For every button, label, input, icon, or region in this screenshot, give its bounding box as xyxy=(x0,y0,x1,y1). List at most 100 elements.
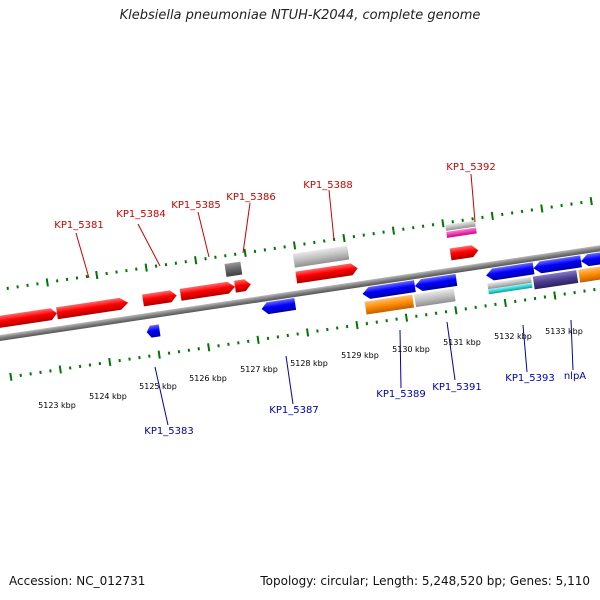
minor-tick xyxy=(464,307,468,311)
gene-label-forward[interactable]: KP1_5392 xyxy=(446,162,495,173)
minor-tick xyxy=(204,257,207,261)
rna-block-orange[interactable] xyxy=(364,294,415,315)
minor-tick xyxy=(154,264,158,268)
minor-tick xyxy=(98,361,102,366)
minor-tick xyxy=(570,202,573,206)
minor-tick xyxy=(336,326,339,330)
minor-tick xyxy=(138,355,141,360)
minor-tick xyxy=(105,271,108,276)
minor-tick xyxy=(227,342,230,346)
minor-tick xyxy=(68,366,72,370)
major-tick xyxy=(108,357,112,367)
minor-tick xyxy=(237,341,240,345)
minor-tick xyxy=(36,282,39,286)
minor-tick xyxy=(85,274,89,279)
gene-label-forward[interactable]: KP1_5386 xyxy=(226,192,275,203)
gene-arrow-forward[interactable] xyxy=(234,278,252,293)
minor-tick xyxy=(523,298,527,302)
gene-arrow-reverse[interactable] xyxy=(533,255,582,274)
minor-tick xyxy=(125,268,128,273)
minor-tick xyxy=(88,363,92,367)
gene-arrow-reverse[interactable] xyxy=(580,247,600,267)
minor-tick xyxy=(481,215,484,219)
gene-arrow-forward[interactable] xyxy=(56,297,129,320)
gene-label-reverse[interactable]: KP1_5387 xyxy=(269,405,318,416)
minor-tick xyxy=(323,239,326,243)
gene-arrow-forward[interactable] xyxy=(179,281,236,301)
scale-label: 5131 kbp xyxy=(443,338,481,347)
gene-arrow-reverse[interactable] xyxy=(485,262,535,281)
gene-arrow-forward[interactable] xyxy=(449,244,479,261)
minor-tick xyxy=(375,320,379,324)
gene-block-teal[interactable] xyxy=(488,282,533,295)
minor-tick xyxy=(75,276,79,280)
major-tick xyxy=(553,291,557,300)
minor-tick xyxy=(296,332,299,336)
minor-tick xyxy=(167,351,171,355)
minor-tick xyxy=(253,249,257,253)
gene-label-reverse[interactable]: KP1_5389 xyxy=(376,389,425,400)
scale-label: 5133 kbp xyxy=(545,327,583,336)
minor-tick xyxy=(286,333,289,338)
gene-arrow-reverse[interactable] xyxy=(261,298,297,315)
minor-tick xyxy=(434,311,438,315)
scale-label: 5123 kbp xyxy=(38,401,76,410)
minor-tick xyxy=(224,254,227,258)
minor-tick xyxy=(16,285,19,289)
pseudogene-block[interactable] xyxy=(292,245,350,268)
gene-label-reverse[interactable]: KP1_5391 xyxy=(432,382,481,393)
minor-tick xyxy=(316,329,319,333)
major-tick xyxy=(144,263,148,272)
minor-tick xyxy=(365,321,369,326)
pseudogene-block[interactable] xyxy=(445,220,476,231)
minor-tick xyxy=(234,252,237,256)
pseudogene-block[interactable] xyxy=(487,276,532,290)
gene-arrow-forward[interactable] xyxy=(295,262,358,284)
gene-label-forward[interactable]: KP1_5384 xyxy=(116,209,165,220)
gene-label-reverse[interactable]: KP1_5393 xyxy=(505,373,554,384)
minor-tick xyxy=(217,344,220,348)
minor-tick xyxy=(593,287,596,292)
minor-tick xyxy=(39,370,42,375)
scale-label: 5129 kbp xyxy=(341,351,379,360)
major-tick xyxy=(454,306,458,315)
minor-tick xyxy=(345,324,349,329)
gene-label-forward[interactable]: KP1_5385 xyxy=(171,200,220,211)
minor-tick xyxy=(352,234,356,239)
major-tick xyxy=(305,328,310,337)
gene-arrow-forward[interactable] xyxy=(142,289,177,307)
minor-tick xyxy=(49,369,52,373)
figure-title: Klebsiella pneumoniae NTUH-K2044, comple… xyxy=(119,8,481,23)
gene-arrow-reverse[interactable] xyxy=(362,280,416,300)
gene-label-reverse[interactable]: KP1_5383 xyxy=(144,426,193,437)
rna-block-magenta[interactable] xyxy=(446,227,477,238)
gene-block-dark[interactable] xyxy=(224,261,243,277)
pseudogene-block[interactable] xyxy=(414,288,456,308)
gene-block-purple[interactable] xyxy=(532,270,579,290)
minor-tick xyxy=(402,227,405,231)
gene-arrow-forward[interactable] xyxy=(0,307,58,330)
gene-arrow-reverse[interactable] xyxy=(146,324,161,338)
gene-label-forward[interactable]: KP1_5381 xyxy=(54,220,103,231)
minor-tick xyxy=(415,314,418,318)
gene-label-forward[interactable]: KP1_5388 xyxy=(303,180,352,191)
major-tick xyxy=(58,365,62,374)
forward-strand-ticks xyxy=(6,196,600,290)
minor-tick xyxy=(148,354,151,358)
minor-tick xyxy=(385,319,388,323)
major-tick xyxy=(490,211,494,220)
minor-tick xyxy=(303,242,306,246)
scale-label: 5126 kbp xyxy=(189,374,227,383)
minor-tick xyxy=(29,372,32,376)
major-tick xyxy=(243,248,247,257)
minor-tick xyxy=(520,209,524,214)
gene-arrow-reverse[interactable] xyxy=(414,273,458,292)
minor-tick xyxy=(474,305,477,309)
gene-label-reverse[interactable]: nlpA xyxy=(564,371,586,382)
minor-tick xyxy=(573,290,576,295)
minor-tick xyxy=(26,283,29,287)
minor-tick xyxy=(128,357,131,361)
minor-tick xyxy=(197,347,200,351)
rna-block-orange[interactable] xyxy=(578,263,600,283)
